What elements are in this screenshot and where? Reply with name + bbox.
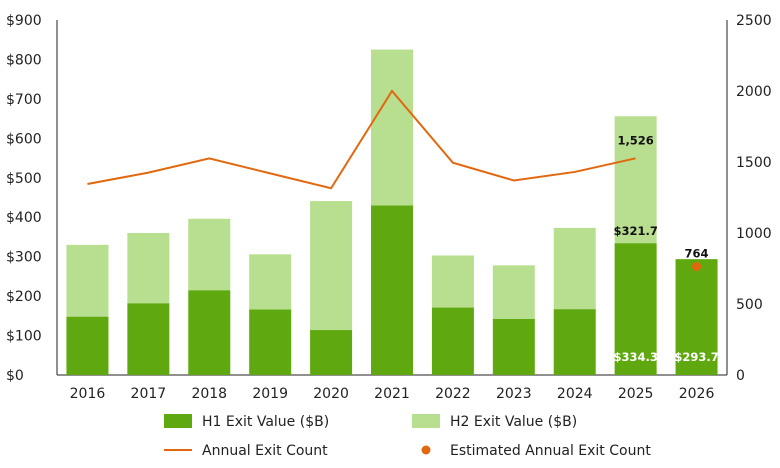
x-tick-label: 2022	[435, 386, 471, 402]
y-left-tick-label: $200	[6, 289, 42, 305]
bar-h2	[371, 49, 413, 206]
legend: H1 Exit Value ($B) H2 Exit Value ($B) Annu…	[164, 414, 651, 459]
legend-swatch	[412, 414, 440, 428]
x-tick-label: 2023	[496, 386, 532, 402]
y-left-tick-label: $600	[6, 131, 42, 147]
y-left-tick-label: $0	[6, 368, 24, 384]
y-left-tick-label: $400	[6, 210, 42, 226]
y-right-tick-label: 500	[736, 297, 763, 313]
y-left-tick-label: $100	[6, 329, 42, 345]
bar-h1	[431, 307, 474, 375]
bars	[66, 49, 718, 375]
data-labels: $334.3 $293.7 $321.7 1,526 764	[613, 133, 718, 364]
bar-h2	[553, 227, 596, 310]
bar-h2	[249, 254, 292, 310]
legend-label: H2 Exit Value ($B)	[450, 414, 577, 430]
exit-count-line-group	[87, 89, 702, 272]
bar-h2	[66, 244, 109, 317]
x-tick-label: 2025	[618, 386, 654, 402]
data-label-h2-2025: $321.7	[613, 224, 657, 238]
bar-h1	[310, 330, 353, 375]
bar-h2	[188, 218, 231, 291]
bar-h2	[431, 255, 474, 308]
bar-h2	[127, 233, 170, 304]
bar-h2	[614, 116, 657, 244]
y-left-tick-label: $900	[6, 13, 42, 29]
y-right-tick-label: 1000	[736, 226, 772, 242]
estimate-point	[692, 262, 702, 272]
bar-h1	[249, 309, 292, 375]
x-tick-label: 2024	[557, 386, 593, 402]
x-tick-label: 2016	[70, 386, 106, 402]
bar-h1	[127, 303, 170, 375]
data-label-count-2025: 1,526	[617, 133, 653, 147]
x-tick-label: 2026	[679, 386, 715, 402]
bar-h2	[310, 201, 353, 331]
bar-h1	[371, 205, 413, 375]
legend-label: H1 Exit Value ($B)	[202, 414, 329, 430]
exit-count-line	[87, 89, 636, 190]
x-tick-label: 2020	[313, 386, 349, 402]
y-right-tick-label: 2000	[736, 84, 772, 100]
bar-h1	[492, 318, 535, 375]
x-tick-label: 2019	[252, 386, 288, 402]
bar-h1	[614, 243, 657, 375]
legend-label: Annual Exit Count	[202, 443, 328, 459]
data-label-estimate-2026: 764	[685, 247, 709, 261]
axes: $0 $100 $200 $300 $400 $500 $600 $700 $800 $900 0 5…	[6, 13, 772, 402]
bar-h1	[66, 316, 109, 375]
data-label-h1-2025: $334.3	[613, 350, 657, 364]
bar-h1	[675, 259, 718, 375]
y-right-tick-label: 0	[736, 368, 745, 384]
x-tick-label: 2018	[191, 386, 227, 402]
x-tick-label: 2021	[374, 386, 410, 402]
y-left-tick-label: $700	[6, 92, 42, 108]
bar-h2	[492, 265, 535, 319]
y-left-tick-label: $800	[6, 52, 42, 68]
x-tick-label: 2017	[131, 386, 167, 402]
y-left-tick-label: $500	[6, 171, 42, 187]
y-right-tick-label: 1500	[736, 155, 772, 171]
bar-h1	[188, 290, 231, 375]
bar-h1	[553, 309, 596, 375]
legend-swatch	[164, 414, 192, 428]
legend-label: Estimated Annual Exit Count	[450, 443, 651, 459]
y-right-tick-label: 2500	[736, 13, 772, 29]
y-left-tick-label: $300	[6, 250, 42, 266]
legend-dot-swatch	[421, 445, 431, 455]
data-label-h1-2026: $293.7	[674, 350, 718, 364]
